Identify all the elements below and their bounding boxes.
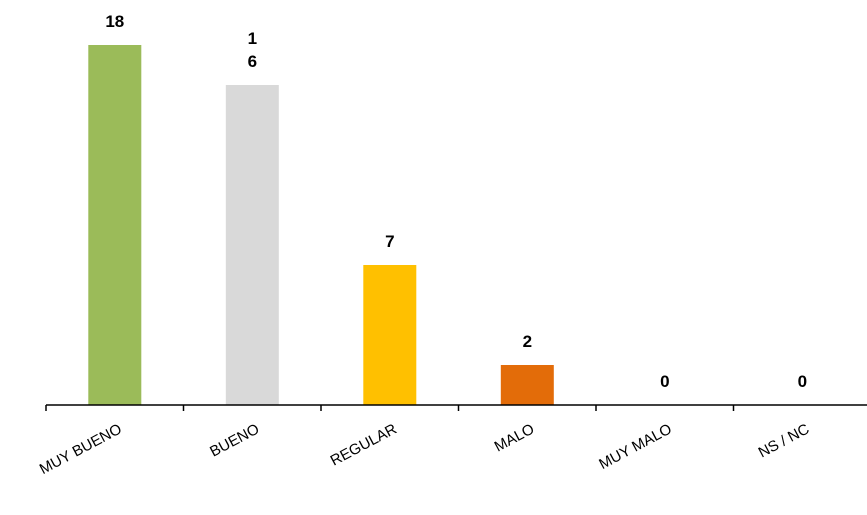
- data-label-5: 0: [798, 372, 807, 391]
- bar-1: [225, 85, 279, 405]
- x-tick-label-2: REGULAR: [328, 420, 400, 469]
- x-tick-labels-group: MUY BUENO BUENO REGULAR MALO MUY MALO NS / NC: [37, 420, 813, 478]
- bar-2: [363, 265, 417, 405]
- data-label-4: 0: [660, 372, 669, 391]
- bar-0: [88, 45, 142, 405]
- x-tick-label-0: MUY BUENO: [37, 421, 125, 479]
- x-tick-label-1: BUENO: [207, 421, 262, 461]
- data-label-2: 7: [385, 232, 394, 251]
- x-tick-label-5: NS / NC: [756, 420, 813, 461]
- data-labels-group: 18 1 6 7 2 0 0: [105, 12, 807, 391]
- bar-3: [500, 365, 554, 405]
- x-axis: [45, 404, 867, 411]
- data-label-3: 2: [523, 332, 532, 351]
- bars-group: [88, 45, 554, 405]
- data-label-0: 18: [105, 12, 124, 31]
- x-tick-label-3: MALO: [492, 421, 538, 456]
- x-tick-label-4: MUY MALO: [596, 421, 674, 473]
